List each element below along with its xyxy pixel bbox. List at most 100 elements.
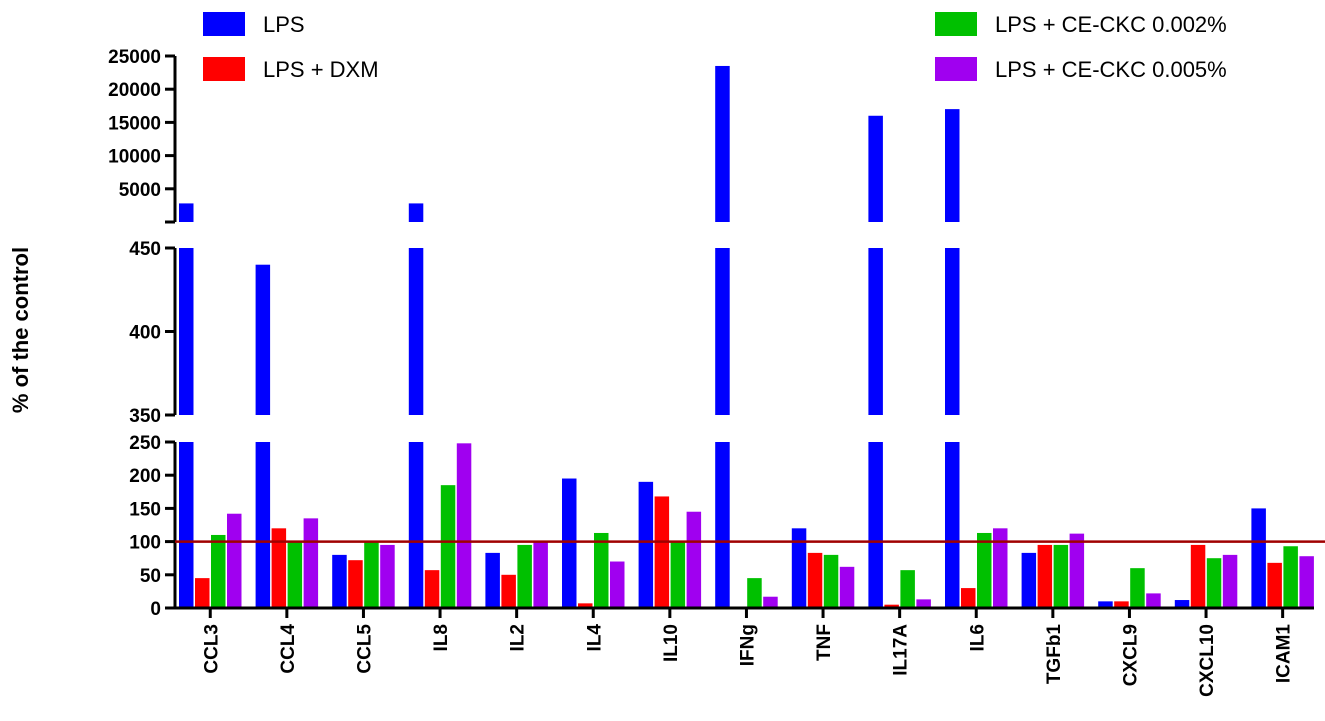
bar-il2-lps-ce-ckc-0-002	[517, 544, 532, 608]
bar-ccl3-lps-ce-ckc-0-002	[211, 534, 226, 608]
bar-tnf-lps	[791, 528, 807, 608]
legend-label-lps-dxm: LPS + DXM	[263, 57, 379, 82]
bar-ccl5-lps-dxm	[348, 560, 363, 608]
x-tick-label-il8: IL8	[431, 624, 452, 651]
bar-il8-lps-ce-ckc-0-002	[440, 485, 456, 608]
bar-il17a-lps-ce-ckc-0-002	[900, 570, 915, 608]
legend-swatch-lps	[203, 12, 245, 36]
y-tick-label-200: 200	[129, 466, 161, 487]
bar-il17a-lps-ce-ckc-0-005	[916, 599, 931, 608]
x-tick-label-il4: IL4	[584, 624, 605, 652]
y-tick-label-25000: 25000	[108, 47, 161, 68]
bar-tnf-lps-ce-ckc-0-002	[823, 554, 839, 608]
bar-ifng-lps-ce-ckc-0-002	[747, 578, 762, 608]
bar-il8-lps-mid	[408, 248, 424, 415]
bar-ccl4-lps	[255, 442, 271, 608]
bar-ccl5-lps-ce-ckc-0-002	[364, 541, 379, 608]
bar-cxcl10-lps	[1174, 600, 1190, 608]
bar-il10-lps-ce-ckc-0-002	[670, 541, 686, 608]
x-tick-label-il17a: IL17A	[891, 624, 912, 676]
bar-tgfb1-lps-ce-ckc-0-005	[1069, 533, 1085, 608]
y-tick-label-100: 100	[129, 533, 161, 554]
bar-ccl5-lps-ce-ckc-0-005	[380, 544, 395, 608]
bar-il8-lps	[408, 442, 424, 608]
x-tick-label-il10: IL10	[661, 624, 682, 662]
bar-il6-lps-ce-ckc-0-002	[977, 532, 992, 608]
bar-tgfb1-lps-ce-ckc-0-002	[1053, 544, 1069, 608]
y-axis: 0 50 100 150 200 250 350 400 450 5000 10000 15000 20…	[108, 47, 177, 620]
bar-il2-lps-ce-ckc-0-005	[533, 541, 548, 608]
bar-ifng-lps-top	[715, 65, 730, 223]
bar-tnf-lps-dxm	[807, 552, 823, 608]
bar-ccl4-lps-mid	[255, 264, 271, 415]
legend-label-lps: LPS	[263, 12, 305, 37]
y-tick-label-400: 400	[129, 323, 161, 344]
x-tick-label-ifng: IFNg	[737, 624, 758, 666]
bar-ifng-lps-ce-ckc-0-005	[763, 596, 778, 608]
y-tick-label-10000: 10000	[108, 147, 161, 168]
bar-ccl3-lps-mid	[179, 248, 194, 415]
x-tick-label-tgfb1: TGFb1	[1044, 624, 1065, 685]
bar-il17a-lps-top	[868, 115, 883, 222]
bar-cxcl9-lps-ce-ckc-0-005	[1146, 593, 1161, 608]
bar-il17a-lps-mid	[868, 248, 883, 415]
bar-ccl3-lps-ce-ckc-0-005	[227, 513, 242, 608]
bar-ccl4-lps-ce-ckc-0-002	[287, 541, 303, 608]
x-tick-label-cxcl10: CXCL10	[1197, 624, 1218, 697]
x-tick-label-il2: IL2	[508, 624, 529, 651]
bar-icam1-lps-dxm	[1267, 562, 1282, 608]
legend-label-lps-ce-ckc-0-005: LPS + CE-CKC 0.005%	[995, 57, 1227, 82]
bar-ccl3-lps-top	[179, 203, 194, 222]
bar-icam1-lps-ce-ckc-0-002	[1283, 546, 1298, 608]
bar-il6-lps-dxm	[961, 588, 976, 608]
bar-icam1-lps	[1251, 508, 1266, 608]
legend-label-lps-ce-ckc-0-002: LPS + CE-CKC 0.002%	[995, 12, 1227, 37]
bar-ccl5-lps	[332, 554, 347, 608]
bar-ccl4-lps-ce-ckc-0-005	[303, 518, 319, 608]
x-tick-label-il6: IL6	[967, 624, 988, 651]
x-axis: CCL3 CCL4 CCL5 IL8 IL2 IL4 IL10 IFNg TNF IL17A IL6…	[175, 606, 1314, 697]
x-tick-label-ccl5: CCL5	[354, 624, 375, 674]
bar-il6-lps	[945, 442, 960, 608]
bar-il6-lps-top	[945, 109, 960, 222]
bar-il6-lps-mid	[945, 248, 960, 415]
bar-tgfb1-lps	[1021, 552, 1037, 608]
bar-il17a-lps	[868, 442, 883, 608]
bar-il10-lps-dxm	[654, 496, 670, 608]
bar-il4-lps-ce-ckc-0-002	[594, 532, 609, 608]
bar-il10-lps	[638, 481, 654, 608]
bar-icam1-lps-ce-ckc-0-005	[1299, 556, 1314, 608]
y-tick-label-50: 50	[140, 566, 161, 587]
bar-cxcl10-lps-ce-ckc-0-002	[1206, 558, 1222, 608]
bar-il6-lps-ce-ckc-0-005	[993, 528, 1008, 608]
y-tick-label-15000: 15000	[108, 113, 161, 134]
y-tick-label-20000: 20000	[108, 80, 161, 101]
bar-cxcl9-lps	[1098, 601, 1113, 608]
bar-ccl4-lps-dxm	[271, 528, 287, 608]
x-tick-label-cxcl9: CXCL9	[1120, 624, 1141, 686]
legend-swatch-lps-dxm	[203, 57, 245, 81]
y-tick-label-5000: 5000	[119, 180, 161, 201]
bar-il8-lps-ce-ckc-0-005	[456, 443, 472, 608]
bar-il8-lps-dxm	[424, 570, 440, 608]
legend-swatch-lps-ce-ckc-0-002	[935, 12, 977, 36]
bar-tnf-lps-ce-ckc-0-005	[839, 566, 855, 608]
bar-il4-lps-dxm	[578, 603, 593, 608]
y-tick-label-350: 350	[129, 406, 161, 427]
x-tick-label-ccl3: CCL3	[201, 624, 222, 674]
bar-ccl3-lps-dxm	[195, 578, 210, 608]
bar-il2-lps	[485, 552, 500, 608]
y-axis-label: % of the control	[8, 247, 33, 413]
bar-ccl3-lps	[179, 442, 194, 608]
bar-tgfb1-lps-dxm	[1037, 544, 1053, 608]
bar-il4-lps-ce-ckc-0-005	[610, 561, 625, 608]
x-tick-label-icam1: ICAM1	[1274, 624, 1295, 684]
bar-cxcl9-lps-ce-ckc-0-002	[1130, 568, 1145, 608]
bar-il10-lps-ce-ckc-0-005	[686, 511, 702, 608]
bars-layer	[179, 65, 1314, 608]
x-tick-label-ccl4: CCL4	[278, 624, 299, 674]
y-tick-label-450: 450	[129, 239, 161, 260]
y-tick-label-0: 0	[150, 599, 161, 620]
y-tick-label-250: 250	[129, 433, 161, 454]
